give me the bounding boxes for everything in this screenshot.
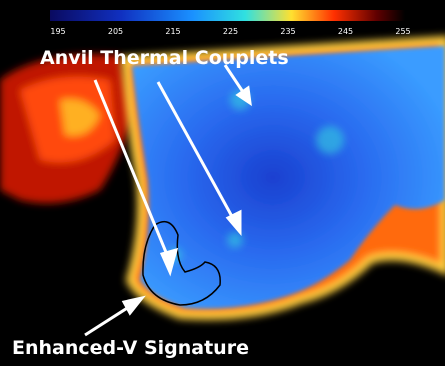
annotation-top: Anvil Thermal Couplets bbox=[40, 47, 289, 69]
colorbar-tick-label: 195 bbox=[50, 27, 65, 36]
satellite-image: 195 205 215 225 235 245 255 Anvil Thermal Coup… bbox=[0, 0, 445, 366]
annotation-bottom: Enhanced-V Signature bbox=[12, 337, 249, 359]
colorbar bbox=[50, 10, 405, 21]
colorbar-tick-label: 205 bbox=[108, 27, 123, 36]
colorbar-tick-label: 225 bbox=[223, 27, 238, 36]
colorbar-tick-label: 255 bbox=[395, 27, 410, 36]
colorbar-tick-label: 235 bbox=[280, 27, 295, 36]
colorbar-tick-label: 245 bbox=[338, 27, 353, 36]
colorbar-tick-label: 215 bbox=[165, 27, 180, 36]
